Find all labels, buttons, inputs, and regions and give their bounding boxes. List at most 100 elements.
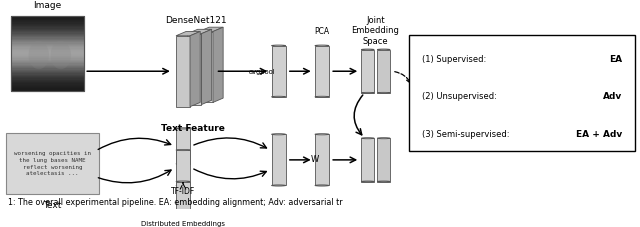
Bar	[271, 134, 285, 185]
Polygon shape	[199, 32, 213, 102]
Ellipse shape	[378, 92, 390, 94]
Bar	[11, 75, 84, 76]
Bar	[11, 61, 84, 62]
Bar	[11, 24, 84, 25]
Ellipse shape	[176, 128, 190, 129]
Bar	[11, 16, 84, 17]
Bar	[11, 45, 84, 46]
Bar	[378, 138, 390, 182]
Text: Image: Image	[33, 1, 61, 10]
Bar	[11, 60, 84, 61]
Ellipse shape	[378, 49, 390, 50]
FancyBboxPatch shape	[409, 35, 636, 151]
Text: EA + Adv: EA + Adv	[577, 130, 623, 139]
Bar	[11, 77, 84, 79]
Bar	[11, 90, 84, 91]
Bar	[11, 27, 84, 29]
Text: (2) Unsupervised:: (2) Unsupervised:	[422, 92, 497, 101]
Bar	[176, 128, 190, 164]
Text: DenseNet121: DenseNet121	[165, 16, 227, 25]
Text: 1: The overall experimental pipeline. EA: embedding alignment; Adv: adversarial : 1: The overall experimental pipeline. EA…	[8, 198, 342, 207]
Bar	[11, 32, 84, 34]
Text: Joint
Embedding
Space: Joint Embedding Space	[351, 16, 399, 46]
Bar	[11, 49, 84, 50]
Bar	[271, 46, 285, 97]
Bar	[11, 29, 84, 30]
Text: (3) Semi-supervised:: (3) Semi-supervised:	[422, 130, 509, 139]
Bar	[11, 17, 84, 19]
Bar	[11, 74, 84, 75]
Ellipse shape	[29, 41, 49, 69]
Bar	[11, 37, 84, 39]
Bar	[11, 59, 84, 60]
Polygon shape	[188, 29, 212, 34]
Ellipse shape	[378, 181, 390, 182]
Polygon shape	[188, 34, 202, 105]
Ellipse shape	[378, 138, 390, 139]
Text: TF-IDF: TF-IDF	[171, 188, 195, 196]
Ellipse shape	[176, 181, 190, 182]
Polygon shape	[190, 32, 200, 107]
Polygon shape	[202, 29, 212, 105]
Bar	[378, 49, 390, 93]
Bar	[11, 46, 84, 47]
Bar	[11, 71, 84, 72]
Bar	[11, 42, 84, 44]
Bar	[11, 52, 84, 54]
Text: W: W	[310, 155, 319, 164]
Bar	[362, 138, 374, 182]
Bar	[11, 69, 84, 70]
Ellipse shape	[271, 45, 285, 46]
Bar	[11, 70, 84, 71]
Bar	[11, 65, 84, 66]
Ellipse shape	[315, 185, 329, 186]
Bar	[11, 41, 84, 42]
Bar	[11, 34, 84, 35]
Bar	[11, 26, 84, 27]
Bar	[11, 51, 84, 52]
Ellipse shape	[271, 96, 285, 97]
Bar	[11, 85, 84, 86]
Bar	[11, 50, 84, 51]
Bar	[11, 57, 84, 59]
Bar	[11, 80, 84, 81]
Ellipse shape	[271, 134, 285, 135]
Polygon shape	[176, 36, 190, 107]
Bar	[315, 46, 329, 97]
Bar	[11, 20, 84, 21]
Bar	[11, 86, 84, 87]
Bar	[11, 55, 84, 56]
Ellipse shape	[362, 138, 374, 139]
Bar	[11, 44, 84, 45]
Bar	[11, 76, 84, 77]
Bar	[11, 82, 84, 84]
Bar	[11, 79, 84, 80]
Bar	[176, 150, 190, 185]
Bar	[11, 16, 84, 91]
Ellipse shape	[315, 96, 329, 97]
Ellipse shape	[362, 92, 374, 94]
Text: avgpool: avgpool	[249, 69, 275, 75]
Ellipse shape	[271, 185, 285, 186]
Ellipse shape	[176, 149, 190, 151]
Text: worsening opacities in
the lung bases NAME
reflect worsening
atelectasis ...: worsening opacities in the lung bases NA…	[14, 151, 91, 176]
Bar	[11, 64, 84, 65]
Bar	[11, 21, 84, 22]
Polygon shape	[213, 27, 223, 102]
Bar	[11, 30, 84, 31]
Bar	[315, 134, 329, 185]
Bar	[176, 182, 190, 213]
Bar	[11, 47, 84, 49]
Ellipse shape	[362, 181, 374, 182]
Polygon shape	[199, 27, 223, 32]
Text: Text Feature: Text Feature	[161, 124, 225, 133]
Ellipse shape	[176, 163, 190, 164]
Ellipse shape	[362, 49, 374, 50]
Bar	[11, 81, 84, 82]
Text: Adv: Adv	[604, 92, 623, 101]
Bar	[11, 66, 84, 67]
Text: (1) Supervised:: (1) Supervised:	[422, 55, 486, 64]
Bar	[11, 31, 84, 32]
Bar	[11, 16, 84, 91]
Bar	[11, 39, 84, 40]
